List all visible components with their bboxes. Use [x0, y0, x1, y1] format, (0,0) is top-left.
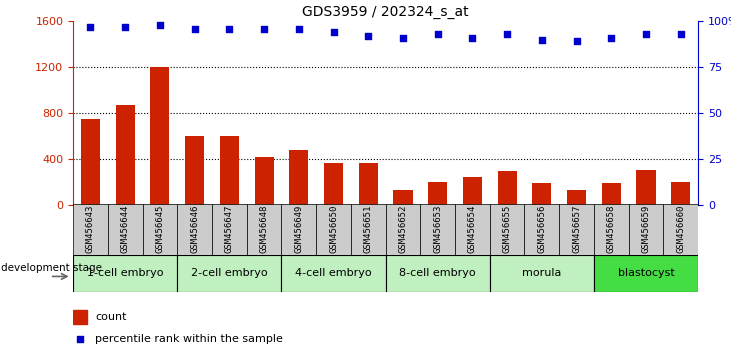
Bar [359, 163, 378, 205]
Bar [602, 183, 621, 205]
Text: GSM456643: GSM456643 [86, 205, 95, 253]
Point [74, 336, 86, 342]
Bar [594, 204, 629, 255]
Text: GSM456644: GSM456644 [121, 205, 129, 253]
Bar [393, 190, 412, 205]
Bar [490, 255, 594, 292]
Bar [532, 183, 551, 205]
Text: GSM456648: GSM456648 [260, 205, 268, 253]
Text: 8-cell embryo: 8-cell embryo [399, 268, 476, 279]
Text: GSM456647: GSM456647 [225, 205, 234, 253]
Text: development stage: development stage [1, 263, 102, 273]
Text: percentile rank within the sample: percentile rank within the sample [95, 334, 283, 344]
Text: GSM456649: GSM456649 [295, 205, 303, 253]
Bar [281, 204, 317, 255]
Text: GSM456655: GSM456655 [503, 205, 512, 253]
Text: 2-cell embryo: 2-cell embryo [191, 268, 268, 279]
Text: GSM456660: GSM456660 [676, 205, 685, 253]
Bar [420, 204, 455, 255]
Bar [281, 255, 386, 292]
Point [224, 26, 235, 32]
Bar [254, 157, 273, 205]
Bar [212, 204, 247, 255]
Text: 4-cell embryo: 4-cell embryo [295, 268, 372, 279]
Text: GSM456659: GSM456659 [642, 205, 651, 253]
Point [640, 31, 652, 37]
Title: GDS3959 / 202324_s_at: GDS3959 / 202324_s_at [303, 5, 469, 19]
Bar [490, 204, 524, 255]
Bar [559, 204, 594, 255]
Point [154, 22, 166, 28]
Point [293, 26, 305, 32]
Point [501, 31, 513, 37]
Bar [351, 204, 386, 255]
Point [536, 37, 548, 42]
Text: GSM456654: GSM456654 [468, 205, 477, 253]
Text: count: count [95, 312, 126, 322]
Text: GSM456657: GSM456657 [572, 205, 581, 253]
Point [327, 29, 339, 35]
Point [675, 31, 686, 37]
Bar [324, 163, 343, 205]
Text: GSM456652: GSM456652 [398, 205, 407, 253]
Bar [289, 150, 308, 205]
Bar [177, 204, 212, 255]
Bar [316, 204, 351, 255]
Bar [73, 255, 177, 292]
Bar [455, 204, 490, 255]
Bar [73, 204, 108, 255]
Point [397, 35, 409, 41]
Text: GSM456653: GSM456653 [433, 205, 442, 253]
Bar [463, 177, 482, 205]
Bar [567, 190, 586, 205]
Bar [115, 105, 135, 205]
Bar [671, 182, 690, 205]
Point [258, 26, 270, 32]
Text: 1-cell embryo: 1-cell embryo [87, 268, 164, 279]
Bar [386, 204, 420, 255]
Text: blastocyst: blastocyst [618, 268, 675, 279]
Text: GSM456656: GSM456656 [537, 205, 546, 253]
Text: GSM456651: GSM456651 [364, 205, 373, 253]
Bar [637, 170, 656, 205]
Point [189, 26, 200, 32]
Bar [524, 204, 559, 255]
Bar [629, 204, 663, 255]
Point [119, 24, 131, 30]
Text: GSM456646: GSM456646 [190, 205, 199, 253]
Text: GSM456650: GSM456650 [329, 205, 338, 253]
Text: GSM456658: GSM456658 [607, 205, 616, 253]
Bar [594, 255, 698, 292]
Point [605, 35, 617, 41]
Point [432, 31, 444, 37]
Bar [177, 255, 281, 292]
Bar [108, 204, 143, 255]
Point [466, 35, 478, 41]
Point [85, 24, 96, 30]
Bar [498, 171, 517, 205]
Point [363, 33, 374, 39]
Point [571, 39, 583, 44]
Bar [73, 310, 87, 324]
Text: GSM456645: GSM456645 [156, 205, 164, 253]
Bar [81, 119, 100, 205]
Bar [185, 136, 204, 205]
Bar [143, 204, 178, 255]
Bar [428, 182, 447, 205]
Bar [386, 255, 490, 292]
Bar [246, 204, 281, 255]
Bar [663, 204, 698, 255]
Text: morula: morula [522, 268, 561, 279]
Bar [220, 136, 239, 205]
Bar [151, 67, 170, 205]
